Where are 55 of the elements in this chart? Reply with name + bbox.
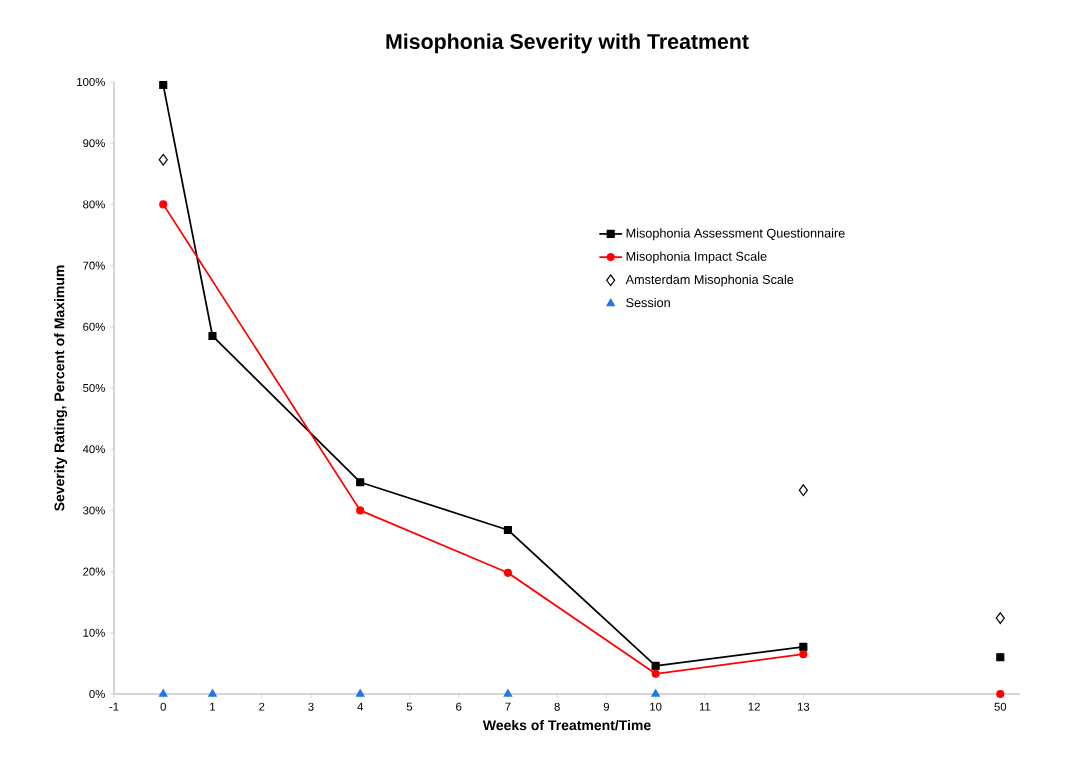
y-axis-title: Severity Rating, Percent of Maximum [54,265,68,511]
x-tick-label: 12 [748,702,760,711]
point [356,506,365,515]
x-tick-label: 8 [554,702,560,711]
point [159,80,168,90]
point [651,669,660,678]
point [799,650,808,659]
x-tick-label: 1 [210,702,216,711]
point [355,689,365,697]
point [503,689,513,697]
x-tick-label: 50 [994,702,1007,711]
x-tick-label: 4 [357,702,364,711]
point [503,568,512,577]
legend-label: Session [626,297,670,308]
x-tick-label: 0 [160,702,166,711]
x-tick-label: 9 [603,702,610,711]
point [158,689,168,697]
point [799,642,808,651]
y-tick-label: 90% [83,139,105,148]
point [996,689,1005,699]
x-axis-title: Weeks of Treatment/Time [482,719,651,731]
x-tick-label: 11 [699,702,711,711]
point [996,653,1005,662]
x-tick-label: 6 [456,702,462,711]
point [158,153,168,166]
chart-title: Misophonia Severity with Treatment [386,33,749,54]
x-tick-label: 13 [797,702,810,711]
y-tick-label: 30% [83,506,105,515]
x-tick-label: -1 [109,702,119,711]
point [159,200,168,209]
x-tick-label: 3 [308,702,314,711]
y-tick-label: 60% [83,322,105,331]
point [651,689,660,697]
y-tick-label: 80% [83,200,105,209]
legend-label: Amsterdam Misophonia Scale [625,274,794,287]
x-tick-label: 2 [259,702,265,711]
point [208,331,217,341]
point [208,689,217,697]
y-tick-label: 0% [89,689,105,698]
point [503,525,512,535]
point [995,612,1005,625]
y-tick-label: 10% [83,628,105,637]
y-tick-label: 50% [83,383,105,392]
y-tick-label: 100% [77,77,105,86]
point [356,478,365,487]
point [798,484,808,497]
legend-label: Misophonia Assessment Questionnaire [626,228,845,241]
x-tick-label: 5 [406,702,413,711]
y-tick-label: 20% [83,567,105,576]
y-tick-label: 70% [83,261,105,270]
x-tick-label: 10 [650,702,662,711]
x-tick-label: 7 [505,702,511,711]
y-tick-label: 40% [82,445,105,454]
point [651,661,660,670]
legend-label: Misophonia Impact Scale [626,251,767,264]
